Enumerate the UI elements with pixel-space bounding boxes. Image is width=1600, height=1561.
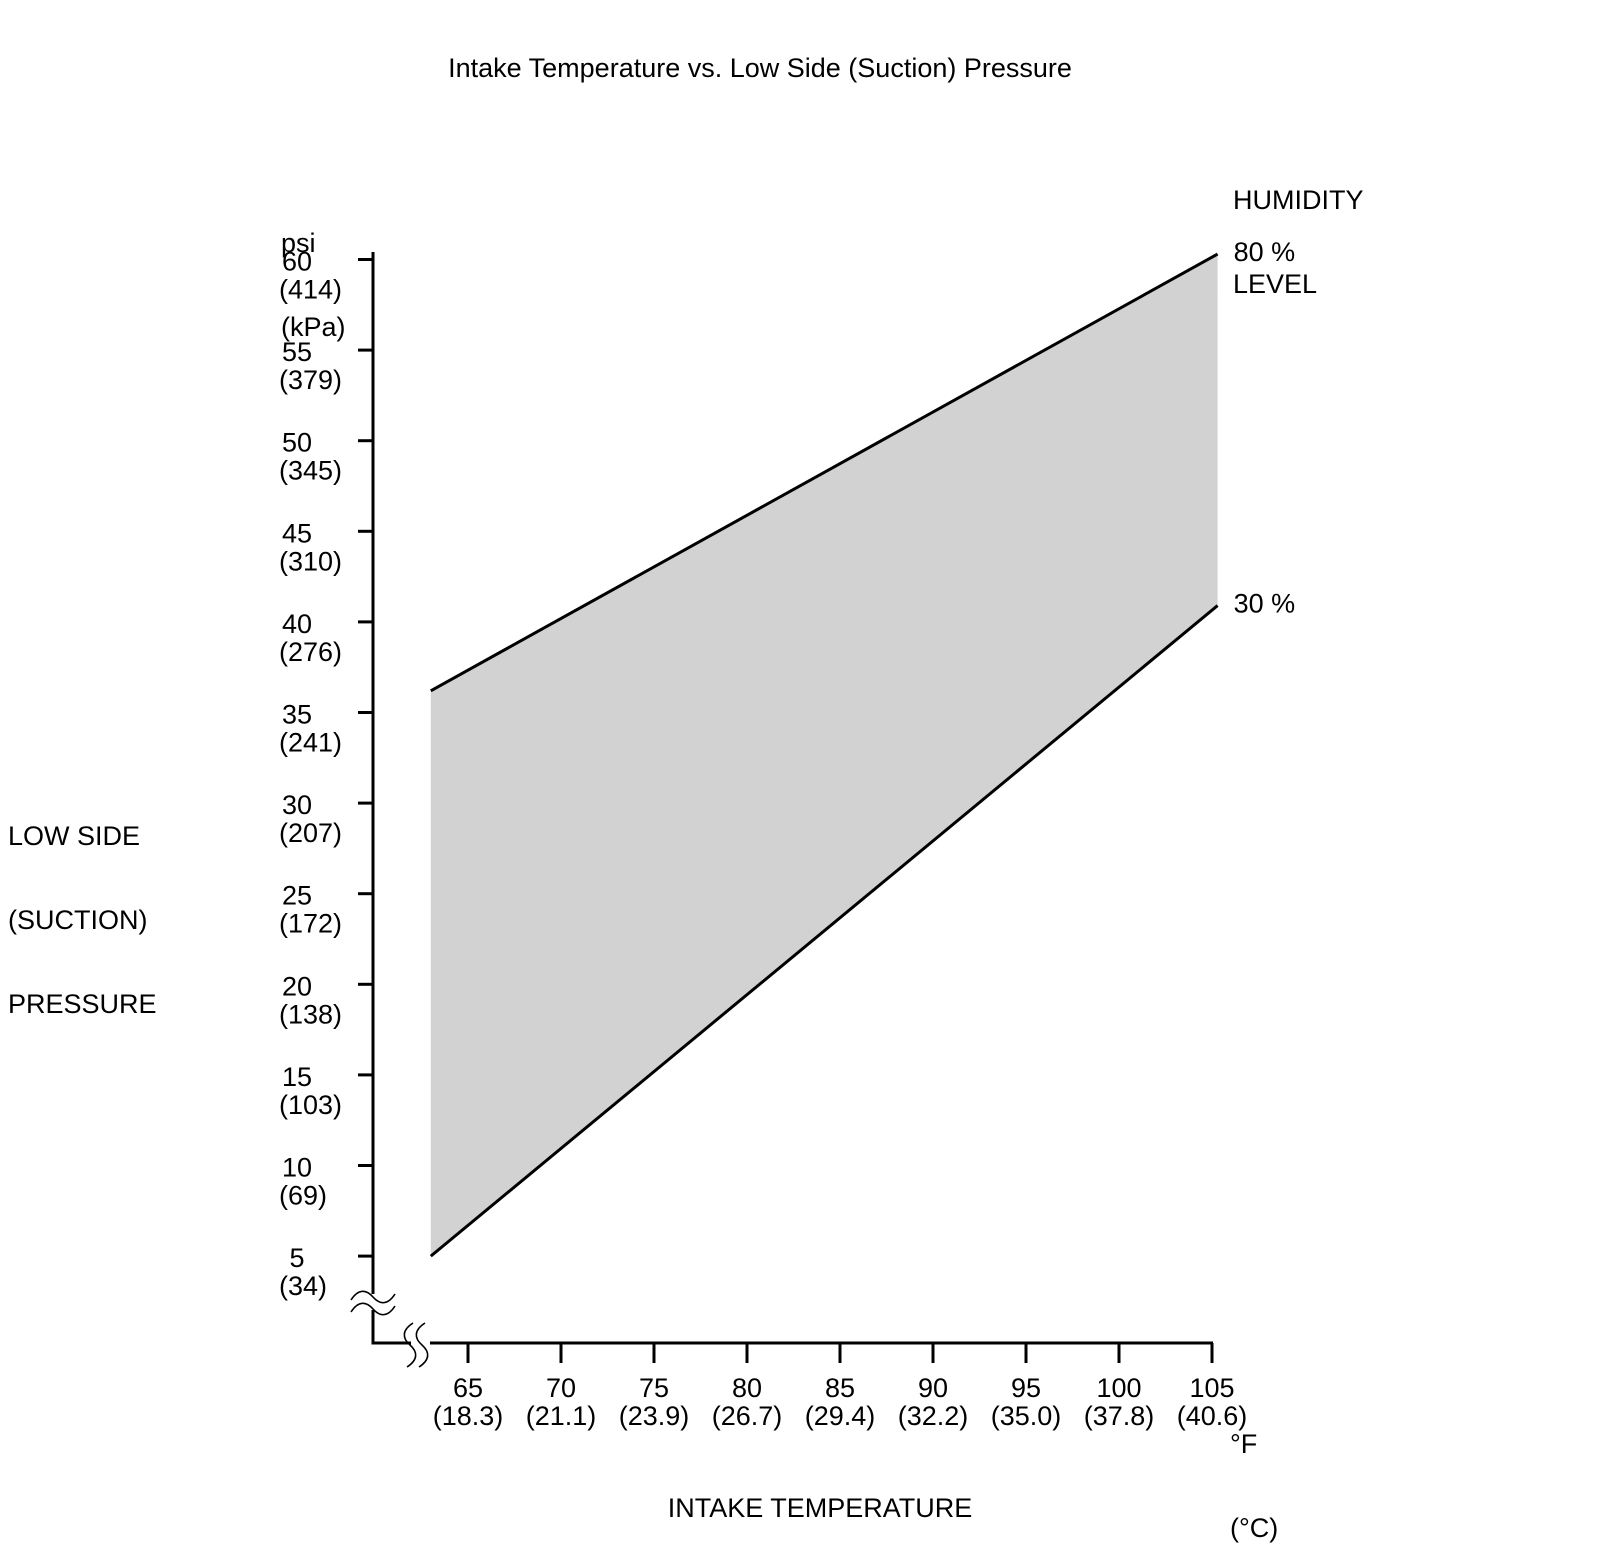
y-tick-label: 60 [282, 247, 312, 277]
x-axis-unit-f: °F [1230, 1429, 1258, 1459]
x-tick-sublabel: (40.6) [1177, 1401, 1248, 1431]
y-tick-sublabel: (69) [279, 1181, 327, 1211]
x-tick-sublabel: (21.1) [526, 1401, 597, 1431]
x-tick-sublabel: (35.0) [991, 1401, 1062, 1431]
y-tick-sublabel: (345) [279, 456, 342, 486]
x-tick-sublabel: (26.7) [712, 1401, 783, 1431]
y-tick-label: 55 [282, 337, 312, 367]
chart-title: Intake Temperature vs. Low Side (Suction… [448, 53, 1072, 83]
x-tick-label: 85 [825, 1373, 855, 1403]
y-tick-sublabel: (276) [279, 637, 342, 667]
y-tick-label: 45 [282, 518, 312, 548]
y-tick-label: 15 [282, 1062, 312, 1092]
y-tick-label: 25 [282, 881, 312, 911]
y-axis-title-line1: LOW SIDE [8, 821, 141, 851]
y-tick-label: 50 [282, 428, 312, 458]
x-tick-sublabel: (18.3) [433, 1401, 504, 1431]
y-axis-title-line3: PRESSURE [8, 989, 157, 1019]
legend-title: HUMIDITY LEVEL [1233, 130, 1364, 354]
y-tick-label: 40 [282, 609, 312, 639]
x-tick-label: 75 [639, 1373, 669, 1403]
x-axis-unit-label: °F (°C) [1230, 1374, 1278, 1561]
y-tick-sublabel: (34) [279, 1271, 327, 1301]
y-axis-unit-psi: psi [281, 228, 316, 258]
x-axis-break-mark [415, 1322, 429, 1368]
y-tick-label: 35 [282, 700, 312, 730]
y-tick-sublabel: (207) [279, 818, 342, 848]
y-tick-sublabel: (103) [279, 1090, 342, 1120]
humidity-30-label: 30 % [1234, 589, 1296, 619]
x-tick-label: 90 [918, 1373, 948, 1403]
x-tick-label: 95 [1011, 1373, 1041, 1403]
y-tick-label: 30 [282, 790, 312, 820]
x-tick-sublabel: (29.4) [805, 1401, 876, 1431]
y-tick-sublabel: (138) [279, 999, 342, 1029]
humidity-80-line [430, 252, 1219, 693]
x-tick-sublabel: (23.9) [619, 1401, 690, 1431]
y-axis-break-mark [350, 1302, 396, 1316]
x-axis-break-mark [403, 1322, 417, 1368]
axis-corner-line [371, 1310, 411, 1345]
y-axis-title: LOW SIDE (SUCTION) PRESSURE [8, 766, 157, 1074]
x-tick-sublabel: (32.2) [898, 1401, 969, 1431]
x-tick-label: 80 [732, 1373, 762, 1403]
y-axis-break-mark [350, 1290, 396, 1304]
y-axis-unit-kpa: (kPa) [281, 312, 346, 342]
x-axis-title: INTAKE TEMPERATURE [667, 1493, 973, 1523]
humidity-band [430, 254, 1218, 1257]
y-tick-label: 20 [282, 971, 312, 1001]
x-axis-unit-c: (°C) [1230, 1513, 1279, 1543]
x-tick-label: 65 [453, 1373, 483, 1403]
y-axis-title-line2: (SUCTION) [8, 905, 148, 935]
humidity-30-line [429, 604, 1219, 1258]
x-tick-label: 105 [1189, 1373, 1234, 1403]
y-tick-sublabel: (172) [279, 909, 342, 939]
x-tick-label: 100 [1096, 1373, 1141, 1403]
y-axis-unit-label: psi (kPa) [281, 173, 346, 397]
y-tick-sublabel: (379) [279, 365, 342, 395]
y-tick-sublabel: (241) [279, 728, 342, 758]
x-tick-label: 70 [546, 1373, 576, 1403]
humidity-80-label: 80 % [1234, 237, 1296, 267]
y-tick-label: 10 [282, 1153, 312, 1183]
y-tick-sublabel: (414) [279, 275, 342, 305]
y-tick-label: 5 [289, 1243, 304, 1273]
legend-title-line1: HUMIDITY [1233, 185, 1364, 215]
x-tick-sublabel: (37.8) [1084, 1401, 1155, 1431]
legend-title-line2: LEVEL [1233, 269, 1318, 299]
y-tick-sublabel: (310) [279, 546, 342, 576]
